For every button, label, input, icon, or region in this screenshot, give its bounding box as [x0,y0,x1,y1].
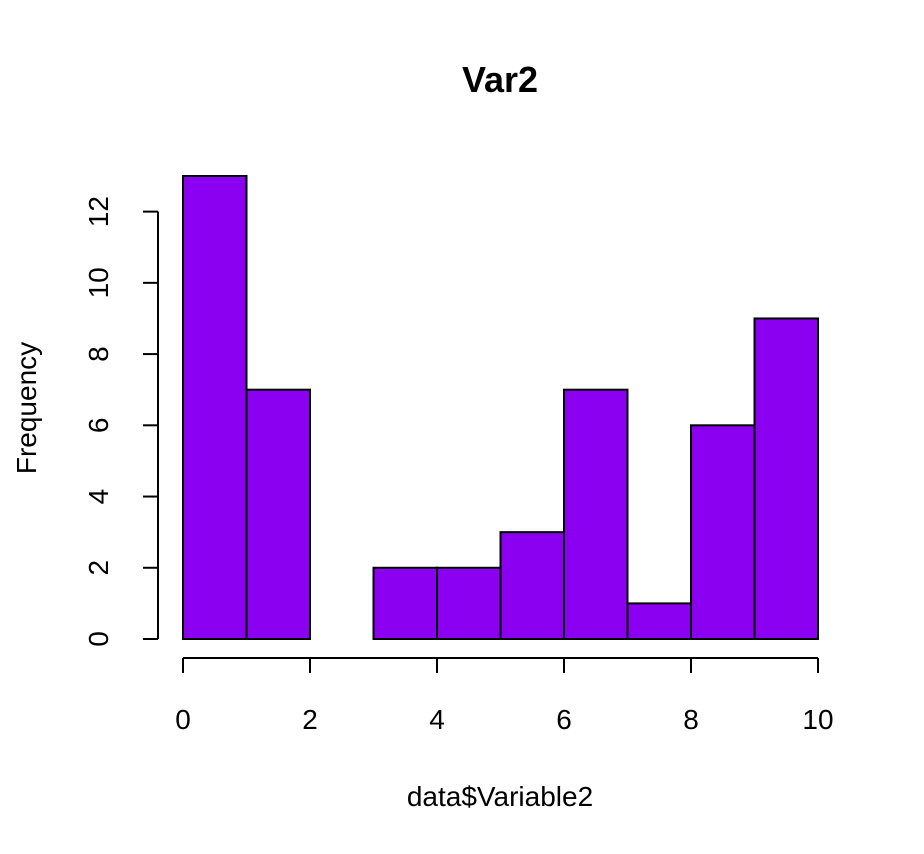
x-axis: 0 2 4 6 8 10 [175,657,834,735]
histogram-bar-6 [563,388,629,641]
histogram-bar-7 [626,602,692,641]
histogram-bar-9 [753,317,819,640]
y-tick-label: 2 [83,560,114,576]
y-tick-label: 4 [83,489,114,505]
x-tick-label: 2 [302,704,318,735]
histogram-bar-1 [245,388,311,641]
y-axis: 0 2 4 6 8 10 12 [83,196,159,647]
histogram-bar-4 [436,566,502,640]
y-tick-label: 6 [83,418,114,434]
x-tick-label: 8 [683,704,699,735]
x-tick-label: 10 [802,704,833,735]
x-tick-label: 0 [175,704,191,735]
x-tick-label: 6 [556,704,572,735]
histogram-bar-8 [690,424,756,640]
y-tick-label: 12 [83,196,114,227]
y-tick-label: 0 [83,631,114,647]
y-tick-label: 10 [83,267,114,298]
bars-group [182,175,819,641]
histogram-bar-0 [182,175,248,640]
x-axis-label: data$Variable2 [407,781,593,812]
x-tick-label: 4 [429,704,445,735]
histogram-bar-3 [372,566,438,640]
y-tick-label: 8 [83,346,114,362]
histogram-bar-5 [499,531,565,641]
chart-title: Var2 [462,59,538,100]
y-axis-label: Frequency [11,342,42,474]
